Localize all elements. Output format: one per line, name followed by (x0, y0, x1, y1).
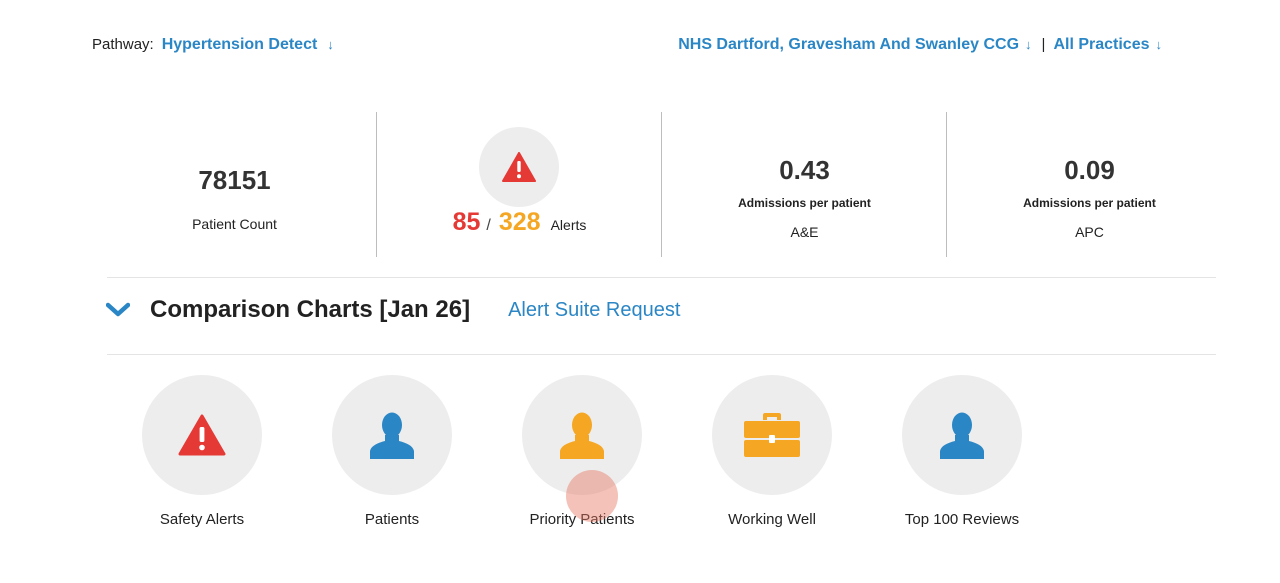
tile-circle[interactable] (332, 375, 452, 495)
separator: | (1041, 36, 1046, 53)
apc-label: APC (1075, 224, 1104, 240)
comparison-title: Comparison Charts [Jan 26] (150, 296, 471, 323)
chevron-down-icon[interactable] (106, 301, 130, 319)
organisation-selector: NHS Dartford, Gravesham And Swanley CCG … (678, 36, 1162, 54)
apc-sublabel: Admissions per patient (1023, 196, 1156, 210)
tile-patients[interactable]: Patients (312, 375, 472, 528)
tile-label: Patients (364, 511, 420, 528)
divider-top (107, 277, 1216, 278)
stats-panel: 78151 Patient Count 85 / 328 Alerts 0.43… (92, 112, 1232, 257)
tile-circle[interactable] (142, 375, 262, 495)
tile-safety-alerts[interactable]: Safety Alerts (122, 375, 282, 528)
alert-suite-request-link[interactable]: Alert Suite Request (508, 298, 681, 321)
alert-count-red: 85 (452, 208, 481, 236)
tile-label: Working Well (728, 511, 816, 528)
person-icon (940, 412, 984, 459)
alerts-circle[interactable] (479, 127, 559, 207)
pathway-selector: Pathway: Hypertension Detect ↓ (92, 36, 334, 54)
alerts-stat[interactable]: 85 / 328 Alerts (376, 112, 662, 257)
alerts-label: Alerts (550, 217, 587, 233)
patient-count-label: Patient Count (192, 216, 277, 232)
pathway-dropdown-arrow-icon[interactable]: ↓ (327, 37, 334, 52)
person-icon (560, 412, 604, 459)
apc-value: 0.09 (1064, 155, 1115, 185)
tile-label: Priority Patients (529, 511, 635, 528)
ae-stat: 0.43 Admissions per patient A&E (661, 112, 947, 257)
briefcase-icon (744, 413, 800, 457)
ae-value: 0.43 (779, 155, 830, 185)
ae-label: A&E (790, 224, 819, 240)
alert-count-orange: 328 (498, 208, 541, 236)
tile-top-100-reviews[interactable]: Top 100 Reviews (882, 375, 1042, 528)
alert-count-slash: / (486, 217, 491, 234)
tile-priority-patients[interactable]: Priority Patients (502, 375, 662, 528)
practices-link[interactable]: All Practices (1053, 36, 1150, 53)
tile-circle[interactable] (712, 375, 832, 495)
tile-label: Top 100 Reviews (904, 511, 1020, 528)
tile-circle[interactable] (902, 375, 1022, 495)
practices-dropdown-arrow-icon[interactable]: ↓ (1155, 37, 1163, 52)
tile-label: Safety Alerts (159, 511, 245, 528)
warning-icon (178, 414, 226, 456)
ccg-dropdown-arrow-icon[interactable]: ↓ (1025, 37, 1032, 52)
ccg-link[interactable]: NHS Dartford, Gravesham And Swanley CCG (678, 36, 1020, 53)
divider-bottom (107, 354, 1216, 355)
apc-stat: 0.09 Admissions per patient APC (946, 112, 1232, 257)
person-icon (370, 412, 414, 459)
tile-working-well[interactable]: Working Well (692, 375, 852, 528)
pathway-link[interactable]: Hypertension Detect (161, 36, 318, 53)
comparison-header: Comparison Charts [Jan 26] Alert Suite R… (106, 296, 680, 324)
patient-count-stat: 78151 Patient Count (92, 112, 377, 257)
alert-counts: 85 / 328 Alerts (377, 208, 662, 237)
ae-sublabel: Admissions per patient (738, 196, 871, 210)
patient-count-value: 78151 (198, 165, 271, 195)
tile-circle[interactable] (522, 375, 642, 495)
pathway-label: Pathway: (92, 36, 154, 53)
warning-icon (502, 152, 536, 182)
